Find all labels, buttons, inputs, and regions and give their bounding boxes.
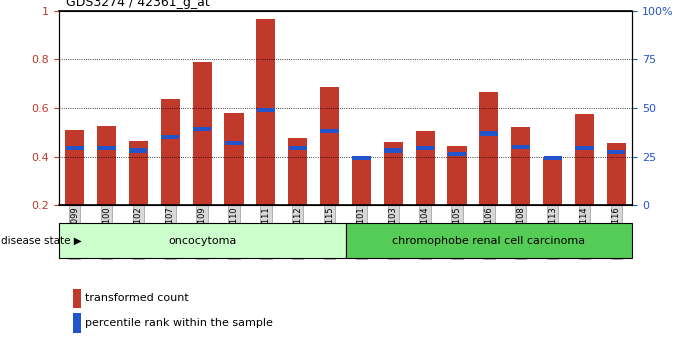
Bar (257, 108, 275, 113)
Bar (544, 156, 562, 160)
Bar (448, 146, 466, 205)
Bar (65, 130, 84, 205)
Bar (352, 160, 371, 205)
Bar (289, 146, 307, 150)
Text: oncocytoma: oncocytoma (168, 236, 236, 246)
Bar (193, 62, 211, 205)
Bar (288, 138, 307, 205)
Bar (193, 127, 211, 131)
Text: chromophobe renal cell carcinoma: chromophobe renal cell carcinoma (392, 236, 585, 246)
Bar (59, 223, 346, 258)
Bar (576, 146, 594, 150)
Bar (320, 87, 339, 205)
Bar (607, 150, 625, 154)
Bar (256, 19, 276, 205)
Bar (511, 145, 530, 149)
Bar (66, 146, 84, 150)
Bar (416, 146, 434, 150)
Bar (384, 142, 403, 205)
Bar (346, 223, 632, 258)
Bar (225, 113, 243, 205)
Bar (607, 143, 626, 205)
Text: percentile rank within the sample: percentile rank within the sample (85, 318, 273, 328)
Text: transformed count: transformed count (85, 293, 189, 303)
Bar (480, 131, 498, 136)
Bar (161, 99, 180, 205)
Bar (575, 114, 594, 205)
Bar (543, 158, 562, 205)
Bar (225, 141, 243, 145)
Bar (129, 141, 148, 205)
Text: GDS3274 / 42361_g_at: GDS3274 / 42361_g_at (66, 0, 209, 9)
Bar (97, 146, 115, 150)
Bar (480, 92, 498, 205)
Bar (384, 148, 402, 153)
Bar (511, 127, 530, 205)
Bar (129, 148, 147, 153)
Bar (161, 135, 180, 139)
Bar (97, 126, 116, 205)
Bar (321, 129, 339, 133)
Bar (352, 156, 370, 160)
Bar (415, 131, 435, 205)
Text: disease state ▶: disease state ▶ (1, 236, 82, 246)
Bar (448, 152, 466, 156)
